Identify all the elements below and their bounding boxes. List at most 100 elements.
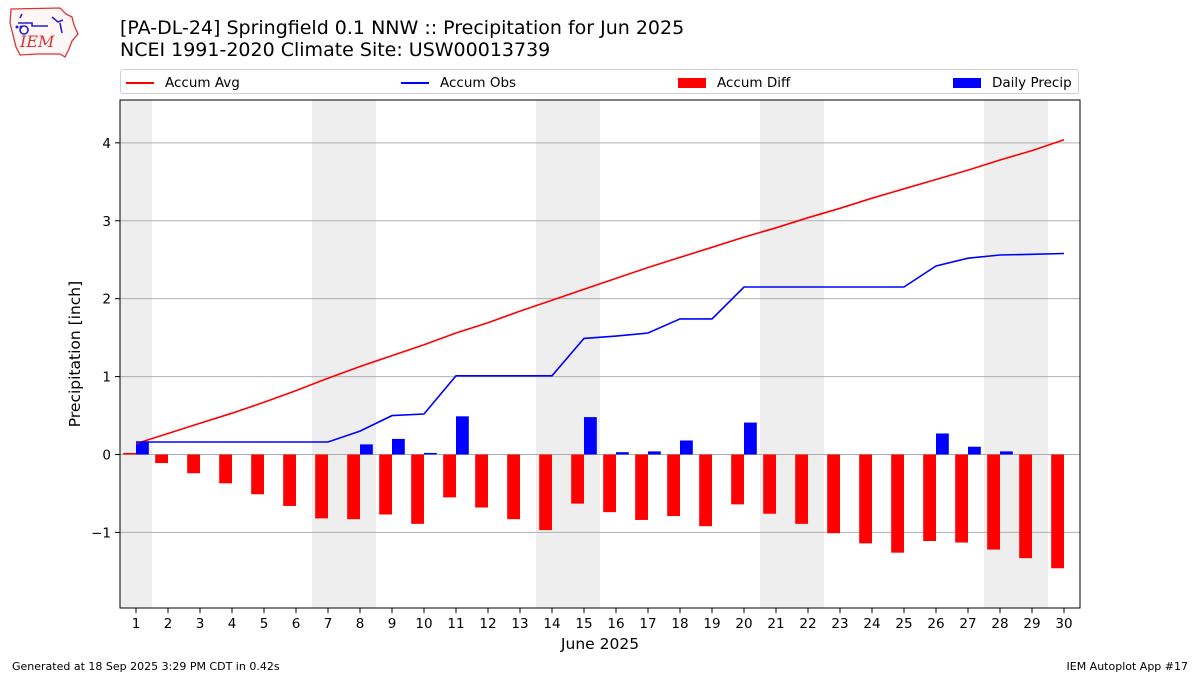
daily-precip-bar [936,433,949,455]
diff-bar [1019,454,1032,559]
x-tick-label: 24 [863,616,880,632]
x-tick-label: 23 [831,616,848,632]
diff-bar [827,454,840,534]
daily-precip-bar [584,417,597,455]
diff-bar [539,454,552,531]
daily-precip-bar [360,444,373,455]
weekend-shade [312,100,376,608]
diff-bar [891,454,904,553]
x-tick-label: 30 [1055,616,1072,632]
x-tick-label: 25 [895,616,912,632]
legend-swatch-daily-precip [953,77,981,88]
x-tick-label: 14 [543,616,560,632]
x-tick-label: 20 [735,616,752,632]
diff-bar [731,454,744,505]
daily-precip-bar [136,442,149,455]
x-tick-label: 29 [1023,616,1040,632]
diff-bar [923,454,936,541]
daily-precip-bar [424,452,437,455]
diff-bar [571,454,584,504]
diff-bar [443,454,456,498]
daily-precip-bar [1000,451,1013,455]
diff-bar [699,454,712,527]
legend-label-accum-obs: Accum Obs [440,74,517,91]
x-tick-label: 8 [356,616,365,632]
diff-bar [859,454,872,544]
daily-precip-bar [680,440,693,455]
diff-bar [219,454,232,484]
accum-avg-line [135,138,1065,445]
daily-precip-bar [968,446,981,455]
x-tick-label: 12 [479,616,496,632]
diff-bar [1051,454,1064,569]
diff-bar [347,454,360,520]
diff-bar [763,454,776,514]
x-tick-label: 7 [324,616,333,632]
app-label: IEM Autoplot App #17 [1066,660,1189,673]
legend-item-accum-obs: Accum Obs [401,70,516,95]
y-axis-label: Precipitation [inch] [66,281,84,427]
diff-bar [795,454,808,524]
x-tick-label: 4 [228,616,237,632]
x-tick-label: 3 [196,616,205,632]
diff-bar [955,454,968,543]
accum-obs-line [136,252,1065,443]
x-tick-label: 10 [415,616,432,632]
diff-bar [251,454,264,495]
y-tick-label: −1 [91,525,111,541]
daily-precip-bar [392,438,405,455]
diff-bar [635,454,648,520]
daily-precip-bar [616,452,629,455]
generated-timestamp: Generated at 18 Sep 2025 3:29 PM CDT in … [12,660,280,673]
diff-bar [379,454,392,515]
x-tick-label: 15 [575,616,592,632]
diff-bar [187,454,200,474]
y-tick-label: 1 [102,370,111,386]
weekend-shade [984,100,1048,608]
diff-bar [411,454,424,524]
diff-bar [667,454,680,517]
x-tick-label: 11 [447,616,464,632]
x-tick-label: 2 [164,616,173,632]
daily-precip-bar [744,422,757,455]
x-tick-label: 6 [292,616,301,632]
legend-swatch-accum-obs [401,81,429,84]
logo-text: IEM [19,32,55,51]
diff-bar [315,454,328,519]
legend-swatch-accum-avg [126,81,154,84]
x-tick-label: 21 [767,616,784,632]
x-tick-label: 13 [511,616,528,632]
x-tick-label: 26 [927,616,944,632]
y-tick-label: 4 [102,136,111,152]
legend-label-accum-avg: Accum Avg [165,74,240,91]
x-axis-label: June 2025 [560,635,639,653]
legend-swatch-accum-diff [678,77,706,88]
x-tick-label: 5 [260,616,269,632]
chart-title: [PA-DL-24] Springfield 0.1 NNW :: Precip… [120,17,685,39]
diff-bar [123,452,136,455]
legend-item-daily-precip: Daily Precip [953,70,1072,95]
diff-bar [155,454,168,464]
diff-bar [987,454,1000,550]
weekend-shade [760,100,824,608]
iem-logo: IEM [9,7,79,58]
chart-legend: Accum Avg Accum Obs Accum Diff Daily Pre… [120,69,1079,94]
weekend-shade [120,100,152,608]
plot-frame [119,99,1081,609]
x-tick-label: 9 [388,616,397,632]
legend-item-accum-avg: Accum Avg [126,70,240,95]
x-tick-label: 27 [959,616,976,632]
x-tick-label: 28 [991,616,1008,632]
y-tick-label: 2 [102,292,111,308]
legend-label-daily-precip: Daily Precip [992,74,1072,91]
daily-precip-bar [648,451,661,455]
diff-bar [603,454,616,513]
x-tick-label: 1 [132,616,141,632]
x-tick-label: 17 [639,616,656,632]
y-tick-label: 3 [102,214,111,230]
weekend-shade [536,100,600,608]
x-tick-label: 16 [607,616,624,632]
diff-bar [475,454,488,508]
x-tick-label: 18 [671,616,688,632]
